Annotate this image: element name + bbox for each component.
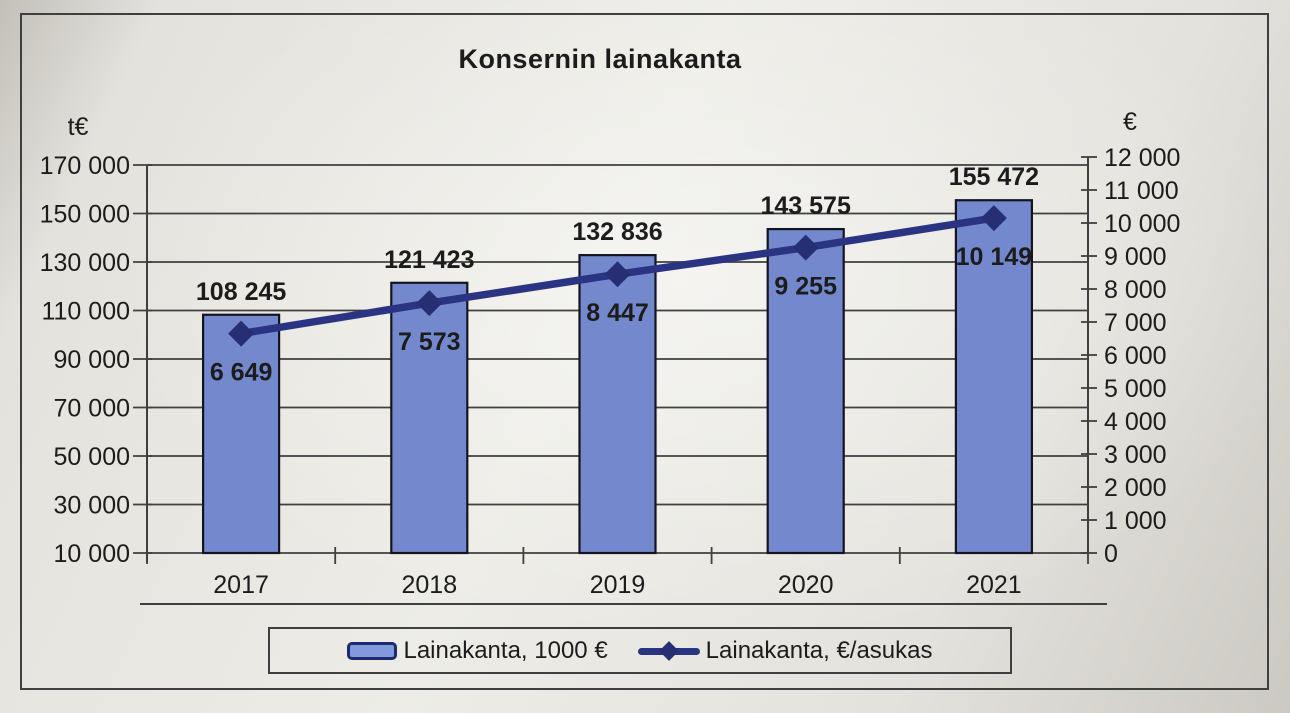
right-axis-tick-label: 3 000 [1104, 441, 1167, 469]
left-axis-unit-label: t€ [68, 113, 89, 141]
right-axis-tick-label: 1 000 [1104, 507, 1167, 535]
bar-value-label: 121 423 [384, 246, 474, 274]
legend-item-line-series: Lainakanta, €/asukas [637, 636, 933, 665]
category-label: 2018 [401, 571, 457, 599]
bar-2021 [954, 199, 1034, 555]
bar-2020 [766, 227, 845, 555]
right-axis-tick-label: 4 000 [1104, 408, 1167, 436]
bar-series-swatch-icon [347, 641, 398, 660]
right-axis-tick-label: 8 000 [1104, 276, 1167, 304]
line-value-label: 7 573 [398, 328, 461, 356]
bar-value-label: 155 472 [949, 163, 1039, 191]
right-axis-tick-label: 0 [1104, 540, 1118, 568]
left-axis-tick-label: 150 000 [40, 201, 130, 229]
bar-value-label: 132 836 [572, 218, 662, 246]
chart-legend: Lainakanta, 1000 € Lainakanta, €/asukas [268, 627, 1012, 674]
line-marker-diamond-icon [658, 640, 679, 661]
left-axis-tick-label: 170 000 [40, 152, 130, 180]
line-value-label: 6 649 [210, 359, 273, 387]
bar-2017 [202, 313, 281, 555]
line-marker-2019 [604, 261, 631, 288]
line-marker-2021 [980, 205, 1007, 232]
right-axis-tick-label: 10 000 [1104, 210, 1180, 238]
right-axis-unit-label: € [1123, 108, 1137, 136]
line-marker-2017 [228, 320, 255, 347]
legend-label-bar-series: Lainakanta, 1000 € [403, 636, 608, 664]
line-series-marker-icon [637, 640, 700, 662]
line-value-label: 9 255 [774, 273, 837, 301]
left-axis-tick-label: 50 000 [54, 443, 130, 471]
category-label: 2019 [590, 571, 646, 599]
right-axis-tick-label: 2 000 [1104, 474, 1167, 502]
left-axis-tick-label: 90 000 [54, 346, 130, 374]
left-axis-tick-label: 30 000 [54, 492, 130, 520]
category-label: 2017 [213, 571, 269, 599]
left-axis-tick-label: 70 000 [54, 395, 130, 423]
bar-value-label: 108 245 [196, 278, 286, 306]
line-marker-2018 [416, 290, 443, 317]
left-axis-tick-label: 110 000 [41, 298, 130, 326]
right-axis-tick-label: 7 000 [1104, 309, 1167, 337]
legend-item-bar-series: Lainakanta, 1000 € [347, 636, 608, 665]
line-marker-2020 [792, 234, 819, 261]
category-label: 2020 [778, 571, 834, 599]
chart-title: Konsernin lainakanta [458, 44, 742, 74]
right-axis-tick-label: 9 000 [1104, 243, 1167, 271]
bar-2018 [390, 281, 469, 555]
right-axis-tick-label: 12 000 [1104, 144, 1180, 172]
right-axis-tick-label: 11 000 [1104, 177, 1179, 205]
bar-value-label: 143 575 [761, 192, 851, 220]
line-value-label: 10 149 [956, 243, 1032, 271]
left-axis-tick-label: 130 000 [40, 249, 130, 277]
right-axis-tick-label: 5 000 [1104, 375, 1167, 403]
line-value-label: 8 447 [586, 299, 649, 327]
category-label: 2021 [966, 571, 1022, 599]
legend-label-line-series: Lainakanta, €/asukas [705, 636, 933, 664]
chart-frame [20, 13, 1269, 690]
right-axis-tick-label: 6 000 [1104, 342, 1167, 370]
left-axis-tick-label: 10 000 [54, 540, 130, 568]
bar-2019 [578, 254, 657, 555]
